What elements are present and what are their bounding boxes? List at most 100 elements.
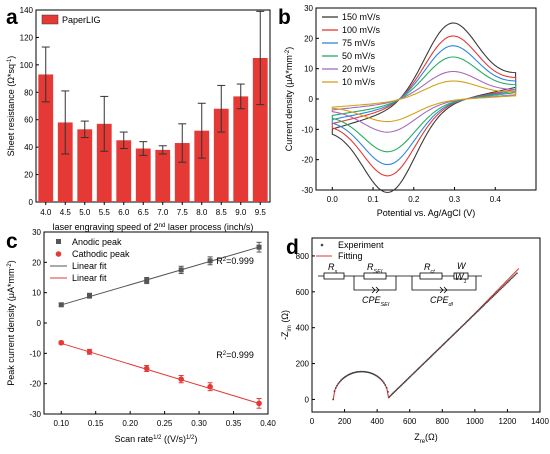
circuit-label-cpe-sei: CPESEI [362, 295, 390, 308]
x-tick-label: 0.30 [191, 419, 207, 428]
y-tick-label: 10 [304, 65, 313, 74]
x-tick-label: 7.0 [157, 208, 169, 217]
bar [194, 130, 210, 202]
experiment-point [336, 384, 338, 387]
experiment-point [446, 339, 449, 342]
x-tick-label: 0.10 [53, 419, 69, 428]
x-axis-label: laser engraving speed of 2nd laser proce… [53, 222, 254, 232]
experiment-point [491, 296, 494, 299]
anodic-point [86, 293, 92, 299]
experiment-point [482, 305, 484, 307]
panel-b-cv-chart: -30 -20 -10 0 10 20 30 0.0 0.1 0.2 0.3 0.4 150 mV/s 1… [284, 4, 537, 218]
cv-curve-5 [331, 80, 517, 123]
experiment-point [465, 321, 467, 324]
experiment-point [436, 349, 439, 352]
legend-marker [56, 239, 61, 244]
legend-label: Linear fit [72, 273, 107, 283]
experiment-point [427, 358, 430, 360]
experiment-point [499, 288, 501, 291]
x-tick-label: 9.0 [235, 208, 247, 217]
y-tick-label: -20 [29, 380, 41, 389]
panel-c-scatter-chart: -30 -20 -10 0 10 20 30 0.10 0.15 0.20 0.25 0.30 0.35… [6, 228, 276, 444]
experiment-point [428, 356, 431, 359]
resistor-rct [419, 272, 443, 280]
y-tick-label: 60 [24, 116, 33, 125]
experiment-point [379, 377, 381, 380]
experiment-point [506, 281, 509, 283]
experiment-point [413, 372, 415, 374]
x-tick-label: 8.0 [196, 208, 208, 217]
bar [116, 140, 132, 202]
legend-marker [320, 243, 324, 247]
experiment-point [394, 389, 397, 392]
x-tick-label: 200 [338, 417, 352, 426]
circuit-label-w: W [457, 261, 467, 271]
experiment-point [493, 293, 496, 296]
experiment-point [403, 380, 406, 383]
y-tick-label: 20 [24, 171, 33, 180]
experiment-point [450, 335, 453, 338]
cathodic-point [207, 383, 213, 390]
plot-frame [311, 237, 541, 413]
anodic-point [256, 244, 262, 250]
experiment-point [478, 308, 480, 311]
y-tick-label: -20 [301, 156, 313, 165]
y-tick-label: 0 [37, 319, 42, 328]
circuit-label-rs: Rs [328, 262, 338, 275]
experiment-point [420, 364, 423, 367]
x-tick-label: 5.0 [79, 208, 91, 217]
experiment-point [515, 272, 518, 275]
experiment-point [401, 383, 404, 386]
x-tick-label: 600 [403, 417, 417, 426]
experiment-point [448, 337, 451, 340]
anodic-point [144, 278, 150, 284]
y-tick-label: 30 [32, 228, 41, 237]
x-axis-label: Scan rate1/2 ((V/s)1/2) [115, 434, 198, 444]
y-tick-label: -30 [29, 410, 41, 419]
experiment-point [334, 387, 337, 389]
experiment-point [363, 370, 366, 373]
experiment-point [505, 282, 508, 285]
experiment-point [471, 315, 474, 318]
legend-label: 150 mV/s [342, 12, 381, 22]
experiment-point [375, 374, 378, 377]
experiment-point [466, 320, 469, 323]
experiment-point [495, 292, 497, 295]
cathodic-point [256, 400, 262, 407]
experiment-point [502, 284, 505, 287]
experiment-point [514, 273, 517, 276]
y-tick-label: 80 [24, 88, 33, 97]
x-tick-label: 6.5 [138, 208, 150, 217]
y-tick-label: 0 [305, 395, 310, 404]
experiment-point [500, 287, 503, 290]
x-tick-label: 0.3 [449, 195, 461, 204]
experiment-point [457, 329, 460, 331]
experiment-point [489, 297, 492, 300]
cv-curve-0 [331, 22, 517, 194]
cpe-dl-symbol [439, 286, 448, 294]
experiment-point [362, 370, 365, 373]
experiment-point [380, 378, 383, 381]
legend-label: PaperLIG [62, 15, 101, 25]
x-tick-label: 9.5 [255, 208, 267, 217]
y-tick-label: 120 [20, 33, 34, 42]
y-axis-label: Peak current density (μA*mm-2) [6, 260, 16, 386]
experiment-point [492, 295, 495, 297]
panel-letter-b: b [278, 6, 291, 29]
legend-label: 20 mV/s [342, 64, 376, 74]
experiment-point [439, 346, 441, 349]
x-axis-label: Potential vs. Ag/AgCl (V) [377, 208, 476, 218]
circuit-parallel-dl [411, 276, 477, 291]
experiment-point [390, 393, 393, 396]
r2-anodic: R2=0.999 [216, 256, 254, 266]
experiment-point [486, 301, 488, 304]
x-tick-label: 0.35 [226, 419, 242, 428]
experiment-point [487, 300, 490, 302]
legend-label: 10 mV/s [342, 77, 376, 87]
experiment-point [386, 390, 389, 393]
experiment-point [443, 343, 445, 345]
circuit-label-w1: W1 [455, 272, 467, 285]
experiment-point [402, 382, 405, 384]
y-tick-label: 30 [304, 4, 313, 13]
x-tick-label: 4.0 [40, 208, 52, 217]
